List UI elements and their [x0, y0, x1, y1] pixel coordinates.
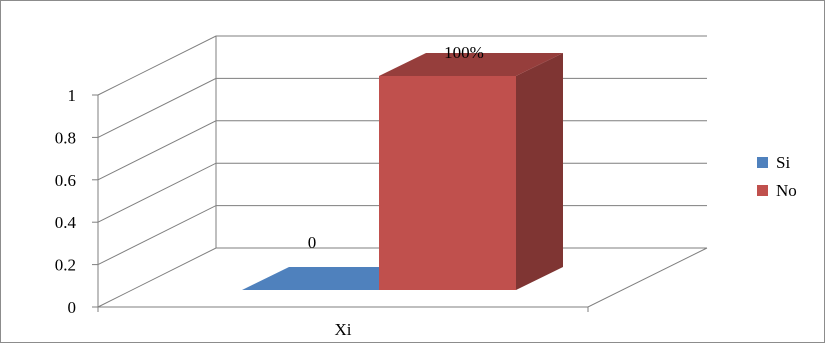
- y-tick-label: 0.8: [55, 128, 76, 147]
- y-tick-labels: 0 0.2 0.4 0.6 0.8 1: [55, 86, 77, 317]
- data-labels: 0 100%: [308, 43, 484, 252]
- bars: [242, 53, 563, 290]
- category-labels: Xi: [335, 320, 352, 339]
- y-tick-label: 0.4: [55, 213, 77, 232]
- data-label: 0: [308, 233, 317, 252]
- y-tick-label: 0: [68, 298, 77, 317]
- legend: Si No: [757, 153, 797, 200]
- bar-no: [379, 53, 563, 290]
- legend-swatch: [757, 157, 768, 168]
- bar-front-face: [379, 76, 516, 290]
- legend-item: Si: [757, 153, 790, 172]
- y-tick-label: 1: [68, 86, 77, 105]
- x-category-label: Xi: [335, 320, 352, 339]
- data-label: 100%: [444, 43, 484, 62]
- y-tick-label: 0.6: [55, 171, 76, 190]
- legend-swatch: [757, 185, 768, 196]
- legend-label: No: [776, 181, 797, 200]
- bar-top-face: [379, 53, 563, 76]
- bar-side-face: [516, 53, 563, 290]
- axes: [92, 36, 708, 312]
- legend-label: Si: [776, 153, 790, 172]
- legend-item: No: [757, 181, 797, 200]
- y-tick-label: 0.2: [55, 256, 76, 275]
